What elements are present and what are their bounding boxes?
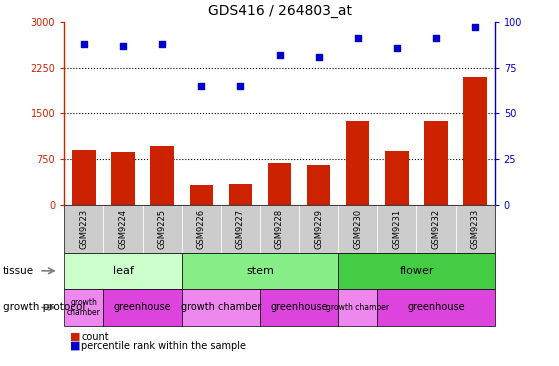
Text: stem: stem	[246, 266, 274, 276]
Text: GSM9231: GSM9231	[392, 209, 401, 249]
Text: GSM9232: GSM9232	[432, 209, 440, 249]
Point	[353, 36, 362, 41]
Text: greenhouse: greenhouse	[407, 302, 465, 313]
Text: growth protocol: growth protocol	[3, 302, 85, 313]
Text: GSM9233: GSM9233	[471, 209, 480, 249]
Text: GSM9223: GSM9223	[79, 209, 88, 249]
Bar	[111, 152, 135, 205]
Text: percentile rank within the sample: percentile rank within the sample	[81, 341, 246, 351]
Point	[197, 83, 206, 89]
Text: GSM9228: GSM9228	[275, 209, 284, 249]
Point	[79, 41, 88, 47]
Bar	[268, 164, 291, 205]
Bar	[150, 146, 174, 205]
Point	[119, 43, 127, 49]
Bar	[190, 186, 213, 205]
Point	[275, 52, 284, 58]
Point	[471, 25, 480, 30]
Bar	[346, 121, 369, 205]
Point	[392, 45, 401, 51]
Bar	[463, 77, 487, 205]
Text: GSM9230: GSM9230	[353, 209, 362, 249]
Point	[236, 83, 245, 89]
Point	[432, 36, 440, 41]
Text: greenhouse: greenhouse	[113, 302, 172, 313]
Bar	[385, 151, 409, 205]
Text: count: count	[81, 332, 108, 342]
Text: GSM9224: GSM9224	[119, 209, 127, 249]
Text: growth
chamber: growth chamber	[67, 298, 101, 317]
Bar	[307, 165, 330, 205]
Bar	[424, 121, 448, 205]
Text: flower: flower	[399, 266, 434, 276]
Text: tissue: tissue	[3, 266, 34, 276]
Text: GSM9225: GSM9225	[158, 209, 167, 249]
Text: GSM9227: GSM9227	[236, 209, 245, 249]
Title: GDS416 / 264803_at: GDS416 / 264803_at	[207, 4, 352, 18]
Bar	[72, 150, 96, 205]
Text: ■: ■	[70, 332, 80, 342]
Bar	[229, 184, 252, 205]
Point	[314, 54, 323, 60]
Text: leaf: leaf	[112, 266, 134, 276]
Text: greenhouse: greenhouse	[270, 302, 328, 313]
Text: growth chamber: growth chamber	[181, 302, 261, 313]
Text: GSM9229: GSM9229	[314, 209, 323, 249]
Point	[158, 41, 167, 47]
Text: GSM9226: GSM9226	[197, 209, 206, 249]
Text: growth chamber: growth chamber	[326, 303, 389, 312]
Text: ■: ■	[70, 341, 80, 351]
